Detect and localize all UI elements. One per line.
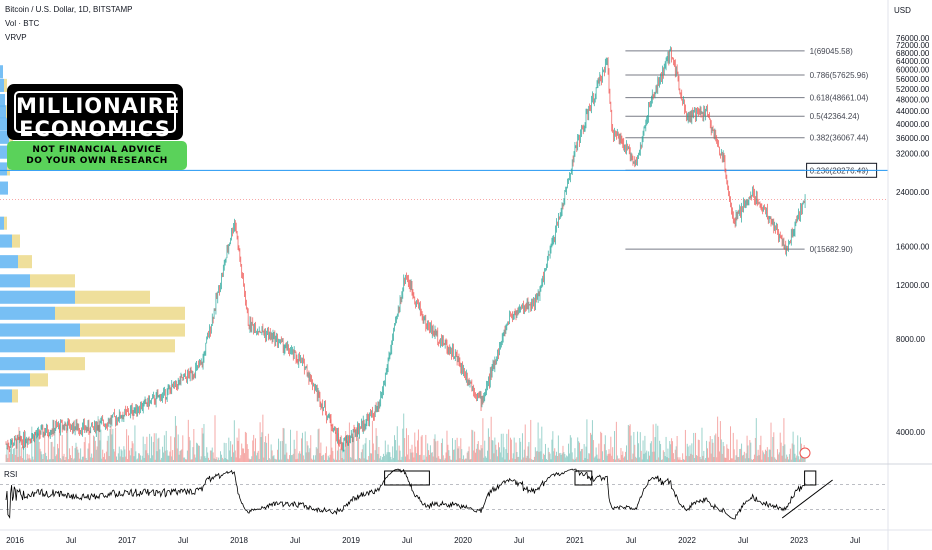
volume-profile-bar bbox=[0, 323, 80, 337]
price-tick-label: 8000.00 bbox=[896, 335, 925, 344]
volume-profile-bar bbox=[30, 274, 75, 288]
volume-profile-bar bbox=[12, 234, 20, 248]
volume-profile-bar bbox=[0, 130, 9, 144]
fib-level-label: 0.618(48661.04) bbox=[810, 94, 869, 103]
volume-profile-bar bbox=[75, 290, 150, 304]
time-axis-label: 2022 bbox=[678, 536, 696, 545]
price-axis-bg bbox=[888, 0, 932, 550]
price-tick-label: 4000.00 bbox=[896, 428, 925, 437]
volume-profile-bar bbox=[0, 255, 18, 269]
fib-level-label: 1(69045.58) bbox=[810, 47, 853, 56]
rsi-trendline bbox=[781, 479, 833, 519]
volume-profile-bar bbox=[0, 181, 8, 195]
price-tick-label: 72000.00 bbox=[896, 41, 930, 50]
rsi-annotation-box bbox=[804, 470, 817, 486]
price-tick-label: 64000.00 bbox=[896, 57, 930, 66]
volume-bars bbox=[5, 413, 806, 462]
price-tick-label: 40000.00 bbox=[896, 120, 930, 129]
volume-profile-bar bbox=[0, 216, 4, 230]
rsi-pane: RSI85.0940.00 bbox=[0, 468, 931, 520]
time-axis-label: 2016 bbox=[6, 536, 24, 545]
economic-event-icon bbox=[799, 447, 811, 459]
price-tick-label: 44000.00 bbox=[896, 107, 930, 116]
volume-profile-bar bbox=[0, 117, 8, 131]
vrvp-indicator-label[interactable]: VRVP bbox=[5, 33, 27, 42]
volume-profile bbox=[0, 65, 185, 403]
price-tick-label: 36000.00 bbox=[896, 134, 930, 143]
volume-profile-bar bbox=[55, 306, 185, 320]
volume-profile-bar bbox=[18, 255, 32, 269]
fib-level-label: 0.5(42364.24) bbox=[810, 112, 860, 121]
symbol-title[interactable]: Bitcoin / U.S. Dollar, 1D, BITSTAMP bbox=[5, 5, 133, 14]
time-axis-label: Jul bbox=[738, 536, 748, 545]
time-axis-label: 2019 bbox=[342, 536, 360, 545]
time-axis-label: Jul bbox=[178, 536, 188, 545]
currency-label: USD bbox=[894, 6, 911, 15]
volume-indicator-label[interactable]: Vol · BTC bbox=[5, 19, 40, 28]
price-tick-label: 68000.00 bbox=[896, 49, 930, 58]
price-tick-label: 16000.00 bbox=[896, 242, 930, 251]
time-axis-label: 2021 bbox=[566, 536, 584, 545]
time-axis-label: Jul bbox=[626, 536, 636, 545]
price-tick-label: 48000.00 bbox=[896, 95, 930, 104]
time-axis-label: Jul bbox=[402, 536, 412, 545]
volume-profile-bar bbox=[12, 389, 18, 403]
price-tick-label: 12000.00 bbox=[896, 281, 930, 290]
time-axis-label: Jul bbox=[290, 536, 300, 545]
volume-profile-bar bbox=[0, 78, 4, 92]
volume-profile-bar bbox=[0, 357, 45, 371]
volume-profile-bar bbox=[45, 357, 85, 371]
volume-profile-bar bbox=[0, 105, 6, 119]
price-candles bbox=[5, 46, 806, 453]
logo-line-1: MILLIONAIRE bbox=[16, 94, 181, 118]
time-axis-label: Jul bbox=[850, 536, 860, 545]
rsi-annotation-box bbox=[574, 470, 593, 486]
price-tick-label: 60000.00 bbox=[896, 66, 930, 75]
volume-profile-bar bbox=[0, 162, 7, 176]
volume-profile-bar bbox=[0, 339, 65, 353]
volume-profile-bar bbox=[0, 389, 12, 403]
volume-profile-bar bbox=[30, 373, 48, 387]
fib-level-label: 0(15682.90) bbox=[810, 245, 853, 254]
fib-level-label: 0.382(36067.44) bbox=[810, 134, 869, 143]
fib-level-label: 0.786(57625.96) bbox=[810, 71, 869, 80]
volume-profile-bar bbox=[0, 306, 55, 320]
volume-profile-bar bbox=[80, 323, 185, 337]
price-tick-label: 32000.00 bbox=[896, 150, 930, 159]
rsi-annotation-box bbox=[384, 470, 430, 486]
volume-profile-bar bbox=[0, 234, 12, 248]
volume-profile-bar bbox=[65, 339, 175, 353]
volume-profile-bar bbox=[4, 78, 7, 92]
time-axis-label: 2020 bbox=[454, 536, 472, 545]
rsi-label: RSI bbox=[4, 470, 17, 479]
volume-profile-bar bbox=[4, 216, 7, 230]
disclaimer-badge: NOT FINANCIAL ADVICE DO YOUR OWN RESEARC… bbox=[7, 141, 187, 170]
rsi-line bbox=[5, 468, 806, 520]
disclaimer-line-1: NOT FINANCIAL ADVICE bbox=[32, 145, 162, 155]
volume-profile-bar bbox=[0, 274, 30, 288]
price-tick-label: 76000.00 bbox=[896, 34, 930, 43]
price-tick-label: 52000.00 bbox=[896, 85, 930, 94]
time-axis-label: Jul bbox=[66, 536, 76, 545]
logo-line-2: ECONOMICS bbox=[19, 117, 171, 141]
volume-profile-bar bbox=[0, 94, 5, 108]
volume-profile-bar bbox=[0, 145, 10, 159]
price-tick-label: 56000.00 bbox=[896, 75, 930, 84]
time-axis-label: 2023 bbox=[790, 536, 808, 545]
volume-profile-bar bbox=[0, 65, 3, 79]
time-axis-label: 2017 bbox=[118, 536, 136, 545]
time-axis-label: 2018 bbox=[230, 536, 248, 545]
price-tick-label: 24000.00 bbox=[896, 188, 930, 197]
brand-logo: MILLIONAIRE ECONOMICS bbox=[7, 84, 183, 141]
volume-profile-bar bbox=[0, 373, 30, 387]
time-axis-label: Jul bbox=[514, 536, 524, 545]
disclaimer-line-2: DO YOUR OWN RESEARCH bbox=[26, 156, 168, 166]
volume-profile-bar bbox=[0, 290, 75, 304]
